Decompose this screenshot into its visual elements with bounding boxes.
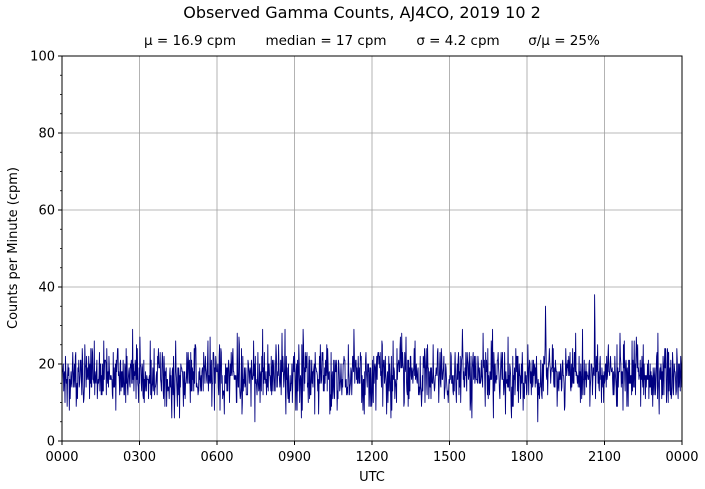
x-axis: 0000 0300 0600 0900 1200 1500 1800 2100 0000 <box>45 441 699 465</box>
y-axis-label: Counts per Minute (cpm) <box>6 167 21 329</box>
y-tick-label: 80 <box>38 127 55 142</box>
x-tick-label: 0600 <box>200 450 233 465</box>
y-tick-label: 40 <box>38 281 55 296</box>
x-tick-label: 2100 <box>588 450 621 465</box>
x-tick-label: 1200 <box>355 450 388 465</box>
series-counts <box>61 294 683 423</box>
y-tick-label: 100 <box>30 50 55 65</box>
y-tick-label: 0 <box>47 435 55 450</box>
grid-lines <box>62 56 682 441</box>
x-tick-label: 0000 <box>665 450 698 465</box>
x-tick-label: 0900 <box>278 450 311 465</box>
stat-mean: μ = 16.9 cpm <box>144 33 236 49</box>
stat-median: median = 17 cpm <box>265 33 386 49</box>
x-tick-label: 0000 <box>45 450 78 465</box>
series-line <box>61 294 683 423</box>
x-tick-label: 1800 <box>510 450 543 465</box>
stat-ratio: σ/μ = 25% <box>528 33 600 49</box>
x-tick-label: 0300 <box>123 450 156 465</box>
x-axis-label: UTC <box>359 470 385 485</box>
chart-title: Observed Gamma Counts, AJ4CO, 2019 10 2 <box>183 3 541 22</box>
y-tick-label: 60 <box>38 204 55 219</box>
stat-sigma: σ = 4.2 cpm <box>416 33 499 49</box>
stats-line: μ = 16.9 cpm median = 17 cpm σ = 4.2 cpm… <box>144 33 600 49</box>
y-tick-label: 20 <box>38 358 55 373</box>
y-axis: 0 20 40 60 80 100 <box>30 50 62 450</box>
x-tick-label: 1500 <box>433 450 466 465</box>
